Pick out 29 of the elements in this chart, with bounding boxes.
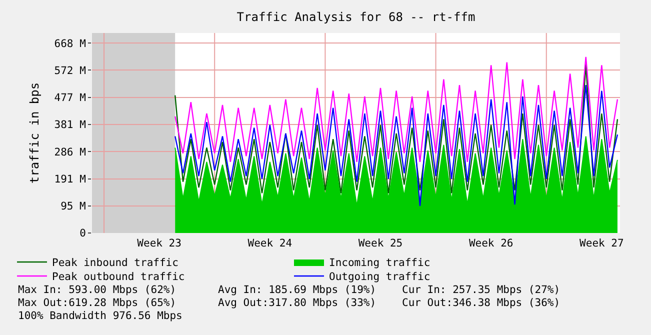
text: Avg In: 185.69 Mbps (19%) [218,284,376,296]
x-tick-label: Week 27 [580,238,624,250]
text: 100% Bandwidth 976.56 Mbps [18,310,182,322]
y-tick-label: 668 M [54,38,86,50]
text: Max In: 593.00 Mbps (62%) [18,284,176,296]
y-tick-label: 191 M [54,173,86,186]
legend-label: Peak inbound traffic [52,257,178,270]
text: Avg Out:317.80 Mbps (33%) [218,297,376,309]
y-tick-label: 572 M [54,64,86,77]
line-series [174,64,618,194]
y-axis-title: traffic in bps [28,82,42,184]
x-tick-label: Week 26 [468,238,514,250]
legend-label: Peak outbound traffic [52,271,185,284]
text: Cur In: 257.35 Mbps (27%) [402,284,560,296]
x-tick-label: Week 23 [137,238,182,250]
chart-title: Traffic Analysis for 68 -- rt-ffm [236,10,476,24]
line-series [174,84,618,207]
legend-label: Incoming traffic [329,257,430,270]
y-tick-label: 381 M [54,119,86,132]
line-series [174,56,618,162]
legend-label: Outgoing traffic [329,271,430,284]
y-tick-label: 286 M [54,146,86,158]
text: Max Out:619.28 Mbps (65%) [18,297,176,309]
x-tick-label: Week 24 [248,238,292,250]
x-tick-label: Week 25 [358,238,403,250]
text: Cur Out:346.38 Mbps (36%) [402,297,560,309]
y-tick-label: 95 M [60,200,86,213]
y-tick-label: 477 M [54,92,86,104]
y-tick-label: 0 [80,228,86,240]
